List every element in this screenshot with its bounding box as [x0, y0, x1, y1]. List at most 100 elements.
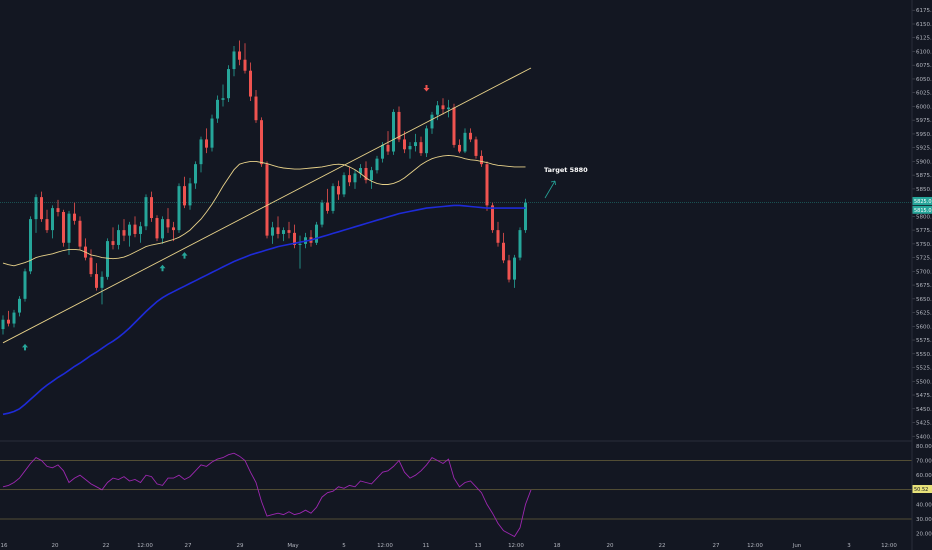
price-tick-label: 5950.0	[916, 132, 932, 138]
current-price-badge: 5825.0	[914, 199, 932, 205]
price-tick-label: 5975.0	[916, 118, 932, 124]
candle-body	[441, 105, 445, 110]
candle-body	[12, 312, 16, 324]
candle-body	[78, 220, 82, 247]
buy-arrow-icon	[159, 264, 166, 272]
candle-body	[265, 164, 269, 236]
candle-body	[1, 319, 5, 330]
candle-body	[45, 219, 49, 231]
time-tick-label: 13	[475, 543, 482, 549]
candle-body	[287, 230, 291, 233]
candle-body	[282, 230, 285, 234]
price-tick-label: 6100.0	[916, 49, 932, 55]
candle-body	[430, 114, 434, 129]
candle-body	[353, 173, 357, 183]
time-tick-label: 11	[423, 543, 430, 549]
rsi-tick-label: 40.00	[916, 502, 932, 508]
time-tick-label: 12:00	[137, 543, 153, 549]
moving-averages	[2, 67, 532, 416]
candle-body	[496, 230, 500, 243]
sell-arrow-icon	[423, 84, 430, 92]
candle-body	[276, 227, 280, 234]
axes: 6175.0 6150.0 6125.0 6100.0 6075.0 6050.0 6025…	[1, 8, 932, 549]
candle-body	[106, 241, 109, 277]
price-tick-label: 5850.0	[916, 187, 932, 193]
candle-body	[139, 226, 142, 234]
price-tick-label: 5925.0	[916, 146, 932, 152]
candle-body	[100, 276, 104, 288]
time-tick-label: 5	[342, 543, 346, 549]
candle-body	[337, 186, 340, 195]
price-tick-label: 5750.0	[916, 242, 932, 248]
time-tick-label: 3	[847, 543, 851, 549]
long-moving-average-line	[2, 204, 526, 416]
candle-body	[29, 219, 32, 272]
rsi-value-badge: 50.52	[914, 487, 928, 493]
candle-body	[172, 227, 175, 231]
candle-body	[117, 230, 120, 245]
candle-body	[67, 213, 71, 243]
candle-body	[507, 260, 511, 280]
candle-body	[23, 271, 27, 299]
time-tick-label: 12:00	[881, 543, 897, 549]
target-annotation: Target 5880	[544, 166, 588, 174]
candle-body	[359, 168, 362, 174]
candle-body	[447, 107, 450, 110]
price-tick-label: 5775.0	[916, 228, 932, 234]
candle-body	[375, 158, 379, 171]
buy-arrow-icon	[22, 343, 28, 351]
candle-body	[111, 241, 115, 245]
candle-body	[386, 144, 390, 152]
candle-body	[518, 230, 522, 258]
signal-markers	[22, 84, 556, 351]
candle-body	[331, 186, 335, 211]
candle-body	[221, 98, 225, 100]
candle-body	[155, 218, 159, 239]
candle-body	[56, 208, 60, 212]
candle-body	[485, 164, 489, 206]
candle-body	[403, 139, 406, 150]
price-tick-label: 5475.0	[916, 393, 932, 399]
candle-body	[150, 197, 153, 219]
price-tick-label: 5550.0	[916, 352, 932, 358]
candle-body	[298, 243, 302, 245]
candle-body	[491, 205, 494, 231]
time-tick-label: May	[287, 543, 299, 549]
price-tick-label: 6075.0	[916, 63, 932, 69]
candle-body	[254, 96, 258, 121]
candle-body	[205, 139, 208, 148]
candle-body	[89, 257, 93, 275]
price-tick-label: 6025.0	[916, 91, 932, 97]
price-tick-label: 5425.0	[916, 421, 932, 427]
rsi-tick-label: 20.00	[916, 532, 932, 538]
candle-body	[40, 197, 43, 220]
time-tick-label: 16	[1, 543, 8, 549]
rsi-tick-label: 70.00	[916, 459, 932, 465]
price-tick-label: 6050.0	[916, 77, 932, 83]
candle-body	[419, 142, 423, 154]
rsi-tick-label: 80.00	[916, 444, 932, 450]
candle-body	[474, 139, 478, 156]
time-tick-label: 22	[103, 543, 110, 549]
rsi-tick-label: 60.00	[916, 473, 932, 479]
candles	[1, 40, 527, 335]
price-tick-label: 5700.0	[916, 269, 932, 275]
candle-body	[408, 146, 412, 150]
candle-body	[524, 202, 527, 231]
candle-body	[51, 208, 54, 231]
rsi-tick-label: 30.00	[916, 517, 932, 523]
time-tick-label: 12:00	[747, 543, 763, 549]
candle-body	[271, 227, 274, 236]
price-tick-label: 5450.0	[916, 407, 932, 413]
price-tick-label: 5400.0	[916, 434, 932, 440]
price-pane[interactable]	[1, 40, 556, 416]
moving-average-badge: 5815.0	[914, 208, 932, 214]
price-tick-label: 6000.0	[916, 104, 932, 110]
price-tick-label: 5600.0	[916, 324, 932, 330]
time-tick-label: 20	[52, 543, 59, 549]
candle-body	[364, 168, 368, 181]
